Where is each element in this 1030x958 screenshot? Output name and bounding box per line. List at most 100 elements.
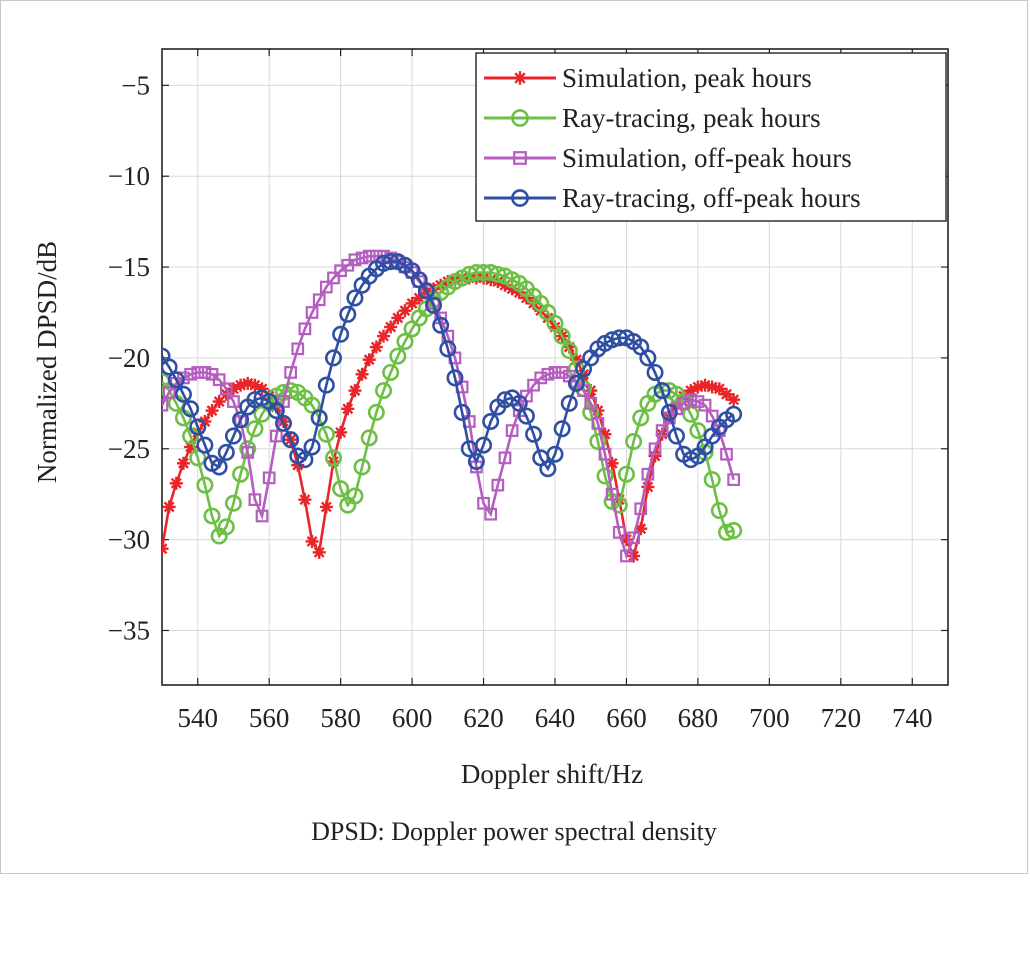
data-point — [324, 449, 342, 467]
data-point — [584, 396, 598, 410]
data-point — [491, 478, 505, 492]
data-point — [248, 493, 262, 507]
data-point — [382, 363, 400, 381]
data-point — [389, 347, 407, 365]
data-point — [539, 460, 557, 478]
y-tick-label: −10 — [108, 161, 150, 191]
data-point — [567, 374, 585, 392]
data-point — [727, 473, 741, 487]
data-point — [684, 393, 698, 407]
data-point — [632, 409, 650, 427]
series-4 — [162, 253, 743, 478]
data-point — [689, 422, 707, 440]
data-point — [319, 500, 333, 514]
data-point — [377, 329, 391, 343]
data-point — [198, 366, 212, 379]
data-point — [511, 109, 529, 127]
legend-entry-4: Ray-tracing, off-peak hours — [484, 183, 861, 213]
y-tick-label: −20 — [108, 343, 150, 373]
data-point — [369, 340, 383, 354]
data-point — [334, 425, 348, 439]
data-point — [284, 366, 297, 379]
x-tick-label: 540 — [177, 703, 218, 733]
legend-label: Simulation, off-peak hours — [562, 143, 852, 173]
data-point — [274, 414, 292, 432]
data-point — [176, 456, 190, 470]
data-point — [384, 320, 398, 334]
x-tick-label: 740 — [892, 703, 933, 733]
data-point — [705, 409, 719, 423]
data-point — [339, 305, 357, 323]
data-point — [489, 265, 507, 283]
data-point — [560, 394, 578, 412]
data-point — [541, 367, 555, 381]
data-point — [182, 400, 200, 418]
data-point — [432, 316, 450, 334]
data-point — [720, 447, 733, 461]
data-point — [174, 385, 192, 403]
data-point — [224, 494, 242, 512]
data-point — [191, 366, 205, 379]
data-point — [717, 523, 735, 541]
data-point — [298, 493, 312, 507]
data-point — [477, 496, 490, 510]
data-point — [560, 342, 578, 360]
data-point — [162, 398, 169, 412]
legend-entry-1: Simulation, peak hours — [484, 63, 812, 93]
data-point — [682, 405, 700, 423]
data-point — [184, 367, 197, 381]
data-point — [291, 342, 305, 356]
data-point — [205, 404, 219, 418]
data-point — [396, 333, 414, 351]
data-point — [598, 447, 612, 461]
data-point — [641, 467, 655, 481]
data-point — [703, 471, 721, 489]
data-point — [548, 366, 562, 379]
data-point — [511, 189, 529, 207]
data-point — [341, 402, 355, 416]
data-point — [348, 253, 362, 267]
data-point — [212, 373, 226, 387]
data-point — [310, 409, 328, 427]
data-point — [232, 465, 250, 483]
data-point — [498, 451, 512, 465]
y-axis-label: Normalized DPSD/dB — [32, 241, 62, 483]
data-point — [367, 403, 385, 421]
data-point — [232, 411, 250, 429]
data-point — [262, 471, 276, 485]
data-point — [246, 420, 264, 438]
y-tick-label: −35 — [108, 615, 150, 645]
data-point — [348, 384, 362, 398]
data-point — [634, 502, 648, 516]
data-point — [360, 429, 378, 447]
x-tick-label: 720 — [821, 703, 862, 733]
x-tick-label: 580 — [320, 703, 361, 733]
data-point — [525, 425, 543, 443]
data-point — [627, 531, 640, 545]
data-point — [162, 386, 176, 399]
data-point — [484, 507, 498, 521]
data-point — [224, 427, 242, 445]
data-point — [625, 433, 643, 451]
data-point — [217, 443, 235, 461]
data-point — [219, 382, 233, 396]
data-point — [162, 358, 178, 376]
y-tick-label: −30 — [108, 525, 150, 555]
data-point — [305, 306, 319, 319]
data-point — [505, 424, 519, 437]
x-tick-label: 560 — [249, 703, 290, 733]
data-point — [655, 424, 669, 437]
y-tick-label: −5 — [121, 70, 150, 100]
data-point — [639, 349, 657, 367]
data-point — [589, 433, 607, 451]
data-point — [627, 549, 641, 563]
y-tick-label: −25 — [108, 434, 150, 464]
data-point — [196, 436, 214, 454]
data-point — [482, 413, 500, 431]
data-point — [312, 545, 326, 559]
data-point — [353, 458, 371, 476]
data-point — [555, 366, 569, 379]
data-point — [362, 249, 376, 263]
legend-entry-2: Ray-tracing, peak hours — [484, 103, 821, 133]
data-point — [610, 496, 628, 514]
